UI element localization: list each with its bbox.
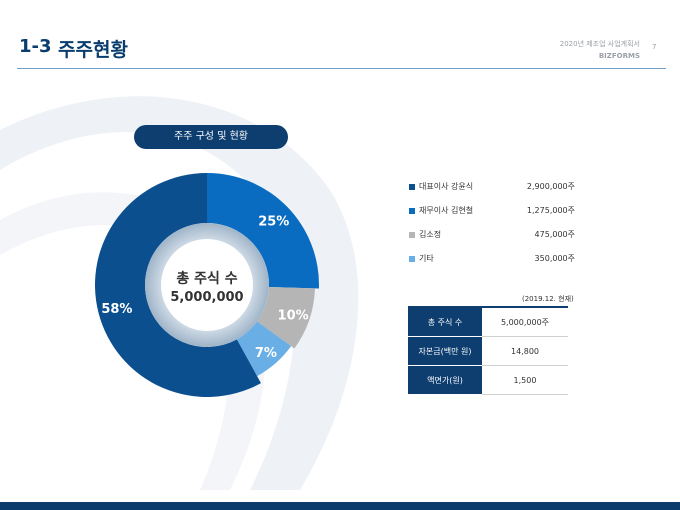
chart-title-pill: 주주 구성 및 현황 bbox=[134, 125, 288, 149]
doc-title: 2020년 제조업 사업계획서 bbox=[559, 40, 640, 48]
legend-swatch bbox=[409, 208, 415, 214]
legend-value: 475,000주 bbox=[534, 230, 575, 239]
legend-name: 기타 bbox=[419, 254, 434, 263]
legend-item: 대표이사 강윤식 2,900,000주 bbox=[407, 180, 577, 204]
legend-swatch bbox=[409, 184, 415, 190]
center-label: 총 주식 수 bbox=[176, 271, 237, 287]
legend-value: 1,275,000주 bbox=[526, 206, 575, 215]
table-header-cell: 자본금(백만 원) bbox=[408, 336, 482, 366]
donut-slice bbox=[257, 286, 315, 349]
table-row: 액면가(원) 1,500 bbox=[408, 365, 568, 395]
slice-percent-label: 58% bbox=[101, 302, 132, 317]
page-number: 7 bbox=[652, 43, 657, 51]
section-number: 1-3 bbox=[19, 36, 52, 57]
legend-name: 대표이사 강윤식 bbox=[419, 182, 474, 191]
slice-percent-label: 25% bbox=[258, 214, 289, 229]
legend-value: 2,900,000주 bbox=[526, 182, 575, 191]
table-value-cell: 1,500 bbox=[482, 365, 568, 395]
brand-name: BIZFORMS bbox=[598, 52, 640, 60]
legend-name: 김소정 bbox=[419, 230, 442, 239]
table-row: 자본금(백만 원) 14,800 bbox=[408, 336, 568, 366]
legend-item: 기타 350,000주 bbox=[407, 252, 577, 276]
as-of-note: (2019.12. 현재) bbox=[522, 295, 574, 303]
legend-item: 김소정 475,000주 bbox=[407, 228, 577, 252]
slice-percent-label: 7% bbox=[255, 346, 277, 361]
table-header-cell: 총 주식 수 bbox=[408, 307, 482, 337]
doc-meta: 2020년 제조업 사업계획서 BIZFORMS bbox=[560, 38, 640, 62]
legend-swatch bbox=[409, 232, 415, 238]
donut-slice bbox=[95, 173, 261, 398]
page-title: 주주현황 bbox=[58, 39, 128, 61]
legend-value: 350,000주 bbox=[534, 254, 575, 263]
legend-name: 재무이사 김현철 bbox=[419, 206, 474, 215]
footer-bar bbox=[0, 502, 680, 510]
donut-slice bbox=[236, 321, 292, 377]
table-header-cell: 액면가(원) bbox=[408, 365, 482, 395]
table-row: 총 주식 수 5,000,000주 bbox=[408, 307, 568, 337]
center-value: 5,000,000 bbox=[170, 290, 243, 305]
chart-legend: 대표이사 강윤식 2,900,000주 재무이사 김현철 1,275,000주 … bbox=[407, 180, 577, 276]
legend-item: 재무이사 김현철 1,275,000주 bbox=[407, 204, 577, 228]
donut-slice bbox=[207, 173, 319, 289]
legend-swatch bbox=[409, 256, 415, 262]
header-divider bbox=[17, 68, 666, 69]
table-value-cell: 14,800 bbox=[482, 336, 568, 366]
share-info-table: 총 주식 수 5,000,000주 자본금(백만 원) 14,800 액면가(원… bbox=[408, 306, 568, 395]
slice-percent-label: 10% bbox=[278, 308, 309, 323]
table-value-cell: 5,000,000주 bbox=[482, 307, 568, 337]
donut-center bbox=[161, 239, 253, 331]
